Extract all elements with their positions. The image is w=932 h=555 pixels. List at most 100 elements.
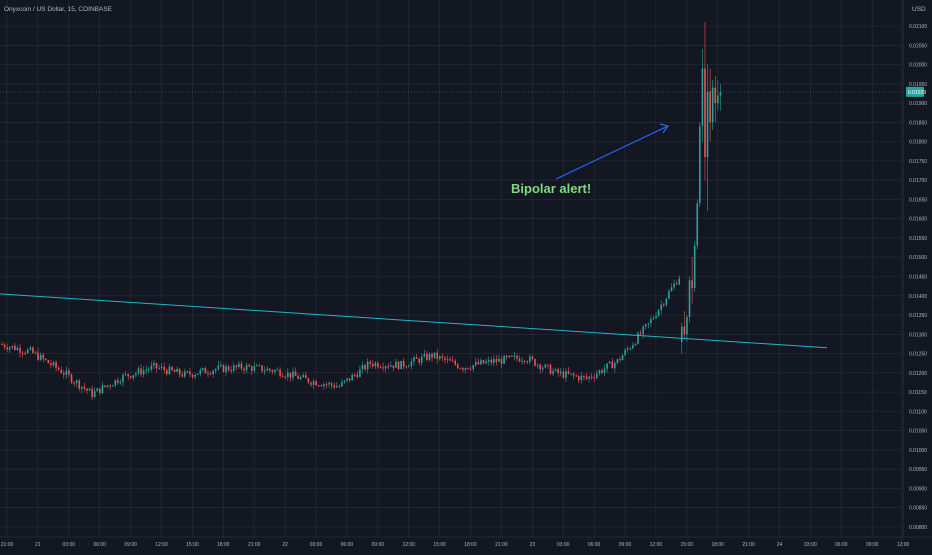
candle-body (668, 291, 670, 299)
candle-body (276, 369, 279, 371)
candle-body (673, 283, 675, 288)
candle-body (709, 91, 711, 123)
candle-body (691, 280, 693, 289)
candle-body (451, 360, 454, 362)
candle-body (117, 379, 119, 383)
candle-body (186, 371, 189, 373)
time-tick-label: 06:00 (835, 542, 848, 548)
price-tick-label: 0.01000 (909, 448, 927, 454)
time-tick-label: 09:00 (619, 542, 632, 548)
candle-body (39, 354, 42, 361)
candle-body (173, 370, 176, 372)
candle-body (132, 375, 135, 378)
time-tick-label: 03:00 (804, 542, 817, 548)
candle-body (547, 364, 549, 366)
candle-body (395, 361, 397, 368)
candle-body (683, 326, 686, 335)
candle-body (662, 304, 665, 306)
candle-body (418, 358, 420, 363)
arrow-line[interactable] (555, 125, 669, 180)
price-tick-label: 0.02100 (909, 24, 927, 30)
candle-body (356, 374, 359, 377)
candle-body (637, 332, 639, 344)
candle-body (235, 365, 238, 367)
candle-body (487, 359, 490, 362)
candle-body (423, 353, 426, 357)
candle-body (449, 359, 451, 361)
candle-body (248, 365, 250, 367)
candle-body (575, 375, 578, 377)
candle-body (325, 384, 328, 386)
price-axis[interactable]: 0.02100 0.02050 0.02000 0.01950 0.01900 0.018… (901, 0, 927, 550)
candle-body (32, 347, 34, 353)
candle-body (42, 354, 44, 359)
time-tick-label: 21 (35, 542, 41, 548)
candle-body (52, 362, 55, 366)
candle-body (498, 358, 500, 362)
candle-body (338, 386, 341, 388)
currency-label[interactable]: USD (912, 6, 926, 13)
candle-body (274, 370, 276, 372)
candle-body (526, 361, 529, 363)
candle-body (462, 368, 464, 370)
trendline[interactable] (0, 293, 828, 349)
time-tick-label: 09:00 (372, 542, 385, 548)
candle-body (68, 370, 70, 375)
candle-body (320, 385, 323, 387)
price-tick-label: 0.01400 (909, 294, 927, 300)
candle-body (55, 362, 57, 368)
candle-body (431, 353, 433, 358)
candle-body (529, 356, 531, 362)
candle-body (469, 368, 472, 370)
candle-body (109, 385, 111, 387)
candle-body (549, 364, 552, 374)
candle-body (485, 361, 487, 364)
candle-body (444, 357, 446, 360)
candle-body (660, 304, 662, 310)
candle-body (588, 376, 590, 379)
candle-body (65, 370, 68, 375)
price-tick-label: 0.01550 (909, 236, 927, 242)
candle-body (606, 363, 608, 369)
candle-body (361, 365, 364, 370)
candle-body (518, 358, 521, 362)
candle-body (686, 316, 688, 335)
candle-body (523, 360, 526, 362)
candle-body (590, 376, 593, 378)
candle-body (454, 360, 456, 365)
time-axis[interactable]: 21:00 21 03:00 06:00 09:00 12:00 15:00 18:00 21:… (1, 542, 910, 548)
candle-body (644, 324, 647, 327)
arrow-annotation[interactable] (555, 123, 670, 180)
candle-body (598, 370, 601, 374)
candle-body (719, 91, 722, 96)
candle-body (147, 369, 150, 371)
candle-body (650, 319, 652, 324)
candle-body (572, 373, 575, 376)
candle-body (196, 373, 199, 375)
candle-body (704, 68, 706, 158)
price-tick-label: 0.01500 (909, 255, 927, 261)
candle-body (99, 388, 101, 394)
price-tick-label: 0.01600 (909, 217, 927, 223)
annotation-label[interactable]: Bipolar alert! (511, 181, 591, 196)
candle-body (536, 364, 539, 366)
price-tick-label: 0.02000 (909, 63, 927, 69)
candle-body (209, 373, 212, 375)
candle-body (86, 388, 88, 391)
candle-body (222, 364, 225, 373)
time-tick-label: 18:00 (711, 542, 724, 548)
price-tick-label: 0.01150 (909, 390, 927, 396)
time-tick-label: 12:00 (402, 542, 415, 548)
candle-body (323, 384, 325, 387)
price-tick-label: 0.01700 (909, 178, 927, 184)
candle-body (191, 374, 194, 377)
candle-body (281, 375, 284, 377)
candle-body (176, 368, 178, 372)
candle-body (408, 366, 410, 368)
candle-body (567, 371, 570, 374)
candle-body (8, 347, 11, 350)
candle-body (554, 369, 557, 371)
candle-body (382, 367, 384, 369)
